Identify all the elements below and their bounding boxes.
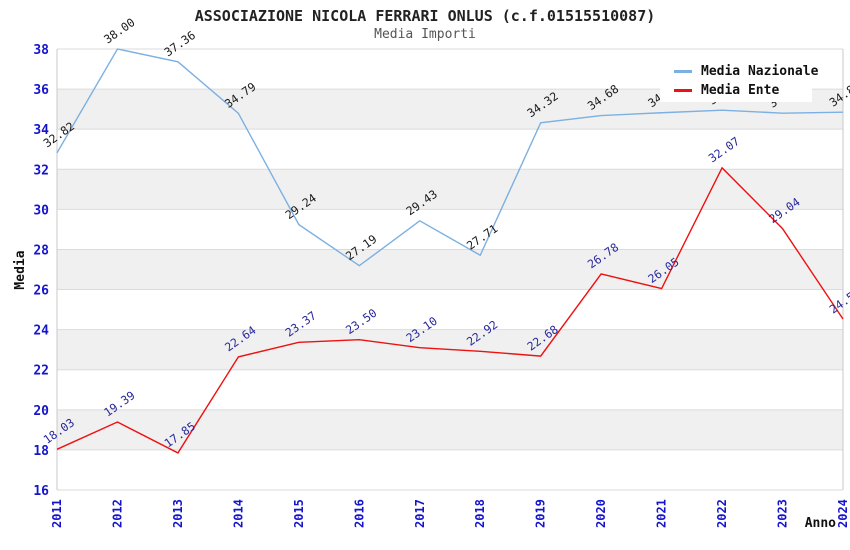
y-tick-label: 30: [33, 203, 49, 218]
x-tick-label: 2019: [534, 499, 548, 528]
legend-label-media-ente: Media Ente: [701, 83, 780, 98]
x-tick-label: 2017: [413, 499, 427, 528]
y-tick-label: 22: [33, 364, 49, 379]
data-point-label: 38.00: [101, 15, 137, 46]
x-tick-label: 2023: [776, 499, 790, 528]
legend-item-media-nazionale: Media Nazionale: [674, 62, 818, 81]
x-tick-label: 2013: [171, 499, 185, 528]
grid-band: [57, 409, 843, 450]
x-tick-label: 2022: [715, 499, 729, 528]
y-tick-label: 18: [33, 444, 49, 459]
y-tick-label: 36: [33, 83, 49, 98]
series-line-media-ente: [56, 166, 844, 454]
x-tick-label: 2014: [231, 499, 245, 528]
x-tick-label: 2011: [50, 499, 64, 528]
data-point-label: 37.36: [162, 28, 198, 59]
legend-label-media-nazionale: Media Nazionale: [701, 64, 819, 79]
x-tick-label: 2018: [473, 499, 487, 528]
legend: Media Nazionale Media Ente: [660, 56, 818, 102]
y-tick-label: 24: [33, 324, 49, 339]
x-tick-label: 2021: [655, 499, 669, 528]
chart-subtitle: Media Importi: [374, 27, 476, 42]
legend-line-swatch-icon: [674, 70, 692, 73]
page-title: ASSOCIAZIONE NICOLA FERRARI ONLUS (c.f.0…: [194, 7, 656, 25]
series-line-media-nazionale: [56, 48, 844, 267]
x-tick-label: 2024: [836, 499, 850, 528]
x-axis-title: Anno: [805, 516, 836, 531]
y-tick-label: 38: [33, 43, 49, 58]
data-point-label: 27.71: [464, 221, 500, 252]
x-tick-label: 2016: [352, 499, 366, 528]
grid-band: [57, 249, 843, 290]
y-axis-title: Media: [13, 250, 28, 289]
legend-item-media-ente: Media Ente: [674, 81, 812, 100]
y-tick-label: 28: [33, 243, 49, 258]
y-tick-label: 16: [33, 484, 49, 499]
legend-line-swatch-icon: [674, 89, 692, 92]
data-point-label: 32.07: [706, 134, 742, 165]
y-tick-label: 26: [33, 284, 49, 299]
x-tick-label: 2012: [110, 499, 124, 528]
grid-band: [57, 169, 843, 210]
x-tick-label: 2020: [594, 499, 608, 528]
y-tick-label: 32: [33, 163, 49, 178]
y-tick-label: 34: [33, 123, 49, 138]
y-tick-label: 20: [33, 404, 49, 419]
x-tick-label: 2015: [292, 499, 306, 528]
